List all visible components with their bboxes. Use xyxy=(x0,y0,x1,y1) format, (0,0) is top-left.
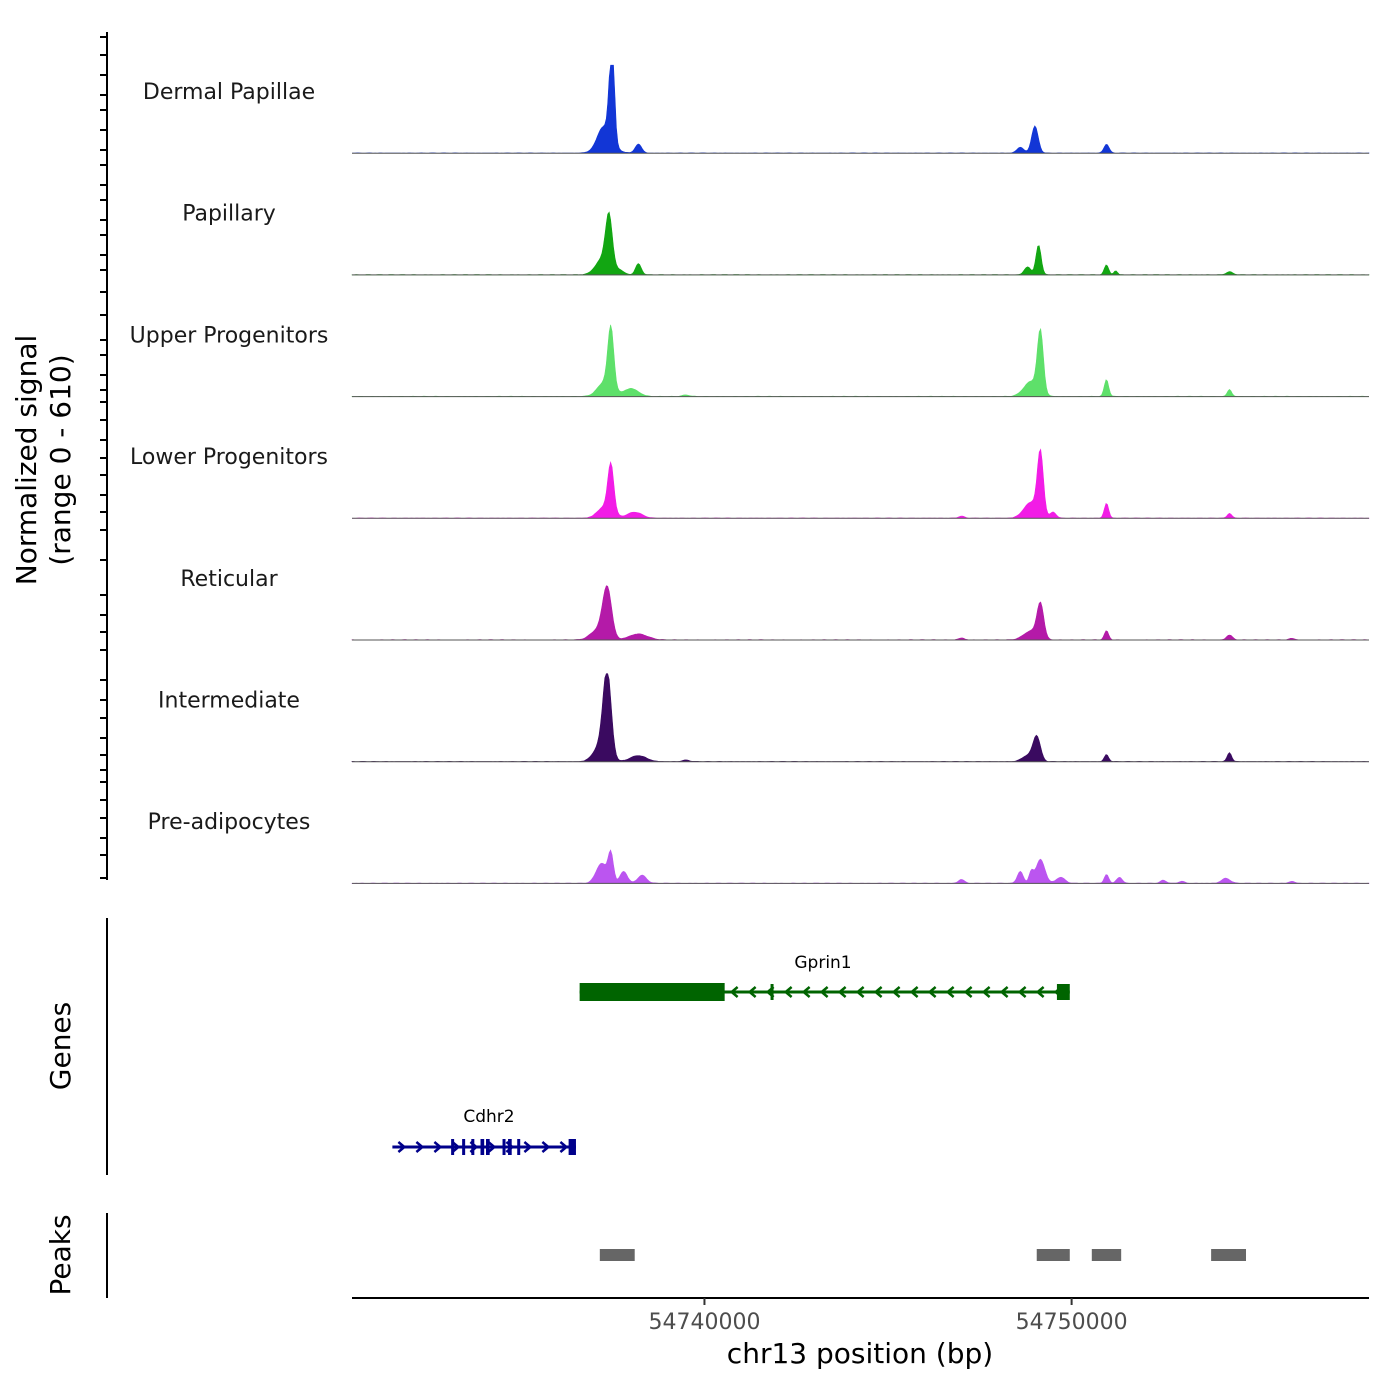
peak-region xyxy=(1036,1249,1070,1261)
peaks-track xyxy=(599,1249,1247,1261)
coverage-area xyxy=(351,64,1370,154)
strand-arrow xyxy=(837,986,847,998)
track-label: Lower Progenitors xyxy=(130,445,328,470)
strand-arrow xyxy=(1017,986,1027,998)
peak-region xyxy=(1211,1249,1247,1261)
strand-arrow xyxy=(945,986,955,998)
coverage-area xyxy=(351,324,1369,397)
strand-arrow xyxy=(801,986,811,998)
coverage-area xyxy=(351,211,1370,276)
strand-arrow xyxy=(541,1141,551,1153)
coverage-area xyxy=(351,585,1370,641)
strand-arrow xyxy=(559,1141,569,1153)
peak-region xyxy=(1091,1249,1122,1261)
y-axis-title-line2: (range 0 - 610) xyxy=(44,354,77,565)
strand-arrow xyxy=(891,986,901,998)
strand-arrow xyxy=(783,986,793,998)
gene-exon xyxy=(480,1139,485,1155)
peaks-track-title: Peaks xyxy=(44,1214,77,1295)
gene-exon xyxy=(471,1139,475,1155)
strand-arrow xyxy=(433,1141,443,1153)
strand-arrow xyxy=(855,986,865,998)
strand-arrow xyxy=(397,1141,407,1153)
gene-label: Cdhr2 xyxy=(463,1107,514,1127)
coverage-y-ticks xyxy=(100,36,107,879)
strand-arrow xyxy=(873,986,883,998)
gene-exon xyxy=(451,1139,455,1155)
x-axis-title: chr13 position (bp) xyxy=(727,1337,993,1370)
peak-region xyxy=(599,1249,635,1261)
strand-arrow xyxy=(963,986,973,998)
track-label: Upper Progenitors xyxy=(130,323,329,348)
coverage-area xyxy=(352,448,1370,519)
gene-exon xyxy=(508,1139,512,1155)
gene-exon xyxy=(462,1139,466,1155)
coverage-track-lower-progenitors: Lower Progenitors xyxy=(130,445,1370,519)
y-axis-title: Normalized signal (range 0 - 610) xyxy=(10,335,77,586)
left-axes xyxy=(100,32,108,1298)
gene-exon xyxy=(517,1139,521,1155)
x-axis-ticks: 54740000 54750000 xyxy=(648,1298,1128,1335)
coverage-track-intermediate: Intermediate xyxy=(158,673,1370,763)
coverage-track-dermal-papillae: Dermal Papillae xyxy=(143,64,1370,154)
strand-arrow xyxy=(999,986,1009,998)
gene-exon xyxy=(1056,984,1070,1000)
coverage-tracks: Dermal Papillae Papillary Upper Progenitor… xyxy=(130,64,1370,884)
gene-exon xyxy=(486,1139,490,1155)
track-label: Reticular xyxy=(180,567,278,592)
x-tick-label: 54740000 xyxy=(648,1310,760,1335)
strand-arrow xyxy=(523,1141,533,1153)
strand-arrow xyxy=(819,986,829,998)
coverage-area xyxy=(351,673,1370,763)
strand-arrow xyxy=(729,986,739,998)
strand-arrow xyxy=(1035,986,1045,998)
gene-exon xyxy=(770,984,774,1000)
coverage-track-reticular: Reticular xyxy=(180,567,1370,641)
genes-track: Gprin1 Cdhr2 xyxy=(392,953,1070,1155)
track-label: Pre-adipocytes xyxy=(148,810,311,835)
track-label: Dermal Papillae xyxy=(143,80,315,105)
track-label: Papillary xyxy=(182,202,276,227)
gene-exon xyxy=(579,983,725,1001)
gene-exon xyxy=(568,1139,576,1155)
genes-track-title: Genes xyxy=(44,1002,77,1090)
gene-cdhr2: Cdhr2 xyxy=(392,1107,576,1155)
strand-arrow xyxy=(747,986,757,998)
strand-arrow xyxy=(927,986,937,998)
y-axis-title-line1: Normalized signal xyxy=(10,335,43,586)
gene-exon xyxy=(502,1139,506,1155)
gene-gprin1: Gprin1 xyxy=(579,953,1070,1001)
coverage-track-upper-progenitors: Upper Progenitors xyxy=(130,323,1369,398)
coverage-track-papillary: Papillary xyxy=(182,202,1370,276)
strand-arrow xyxy=(415,1141,425,1153)
gene-label: Gprin1 xyxy=(794,953,851,973)
strand-arrow xyxy=(451,1141,461,1153)
strand-arrow xyxy=(487,1141,497,1153)
x-tick-label: 54750000 xyxy=(1016,1310,1128,1335)
strand-arrow xyxy=(909,986,919,998)
coverage-area xyxy=(351,849,1370,884)
coverage-track-pre-adipocytes: Pre-adipocytes xyxy=(148,810,1370,884)
strand-arrow xyxy=(981,986,991,998)
track-label: Intermediate xyxy=(158,689,300,714)
